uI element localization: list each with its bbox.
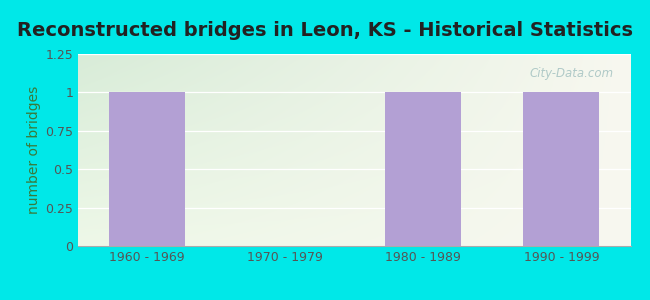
Y-axis label: number of bridges: number of bridges: [27, 86, 41, 214]
Bar: [109, 92, 185, 246]
Bar: [523, 92, 599, 246]
Text: City-Data.com: City-Data.com: [530, 68, 614, 80]
Bar: [385, 92, 462, 246]
Text: Reconstructed bridges in Leon, KS - Historical Statistics: Reconstructed bridges in Leon, KS - Hist…: [17, 21, 633, 40]
